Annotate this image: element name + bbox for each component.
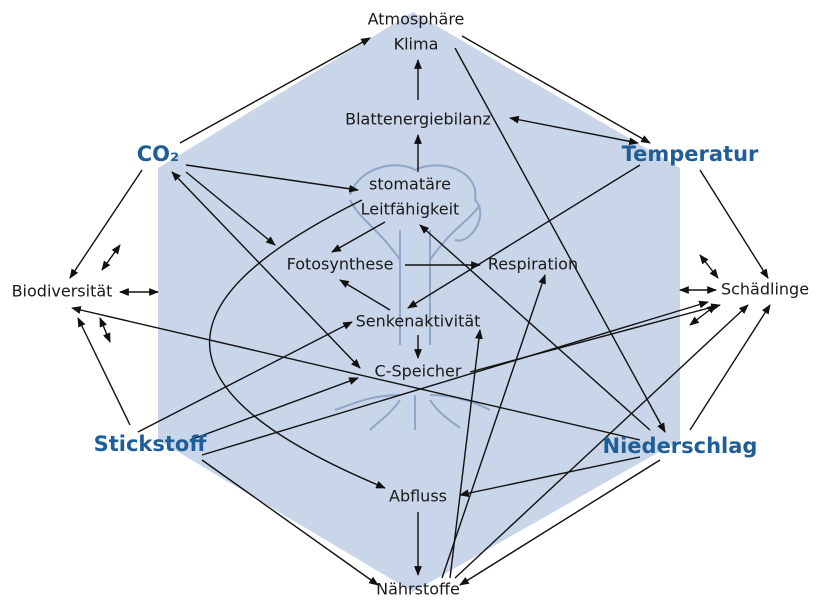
arrow [101, 244, 121, 271]
arrow [509, 115, 639, 146]
node-label: Blattenergiebilanz [345, 110, 491, 129]
arrow [689, 304, 717, 326]
arrow [454, 47, 666, 433]
arrow [339, 279, 391, 311]
arrow [179, 37, 371, 144]
arrow [454, 304, 749, 579]
node-label: Niederschlag [603, 434, 758, 458]
node-label: Atmosphäre [368, 10, 465, 29]
node-label: stomatäre [369, 175, 451, 194]
arrow [407, 164, 641, 309]
arrow [71, 306, 641, 441]
arrow [459, 456, 641, 498]
node-label: Biodiversität [12, 282, 113, 301]
node-label: C-Speicher [375, 362, 462, 381]
node-label: Senkenaktivität [356, 312, 481, 331]
arrow [99, 317, 111, 343]
arrow [689, 304, 771, 431]
arrows [69, 35, 771, 586]
node-label: Fotosynthese [287, 255, 394, 274]
node-label: CO₂ [137, 142, 179, 166]
arrow [201, 459, 379, 586]
arrow [459, 459, 661, 586]
arrow [137, 321, 353, 433]
node-label: Klima [394, 35, 439, 54]
node-label: Schädlinge [721, 280, 809, 299]
arrow [331, 221, 386, 253]
labels: Atmosphäre Klima Blattenergiebilanz CO₂ Temp… [12, 10, 809, 599]
arrow [69, 169, 143, 279]
node-label: Respiration [488, 255, 578, 274]
arrow [189, 377, 359, 441]
node-label: Abfluss [389, 487, 447, 506]
curved-arrow [208, 199, 386, 489]
arrow [441, 274, 546, 579]
arrow [77, 317, 131, 426]
arrow [419, 224, 651, 431]
arrow [449, 329, 483, 579]
node-label: Leitfähigkeit [361, 200, 460, 219]
arrow [171, 171, 361, 369]
arrow [201, 300, 709, 456]
node-label: Stickstoff [94, 432, 208, 456]
node-label: Temperatur [622, 142, 759, 166]
arrow [699, 169, 769, 279]
arrow [699, 254, 719, 279]
arrow [469, 303, 721, 373]
node-label: Nährstoffe [376, 580, 460, 599]
